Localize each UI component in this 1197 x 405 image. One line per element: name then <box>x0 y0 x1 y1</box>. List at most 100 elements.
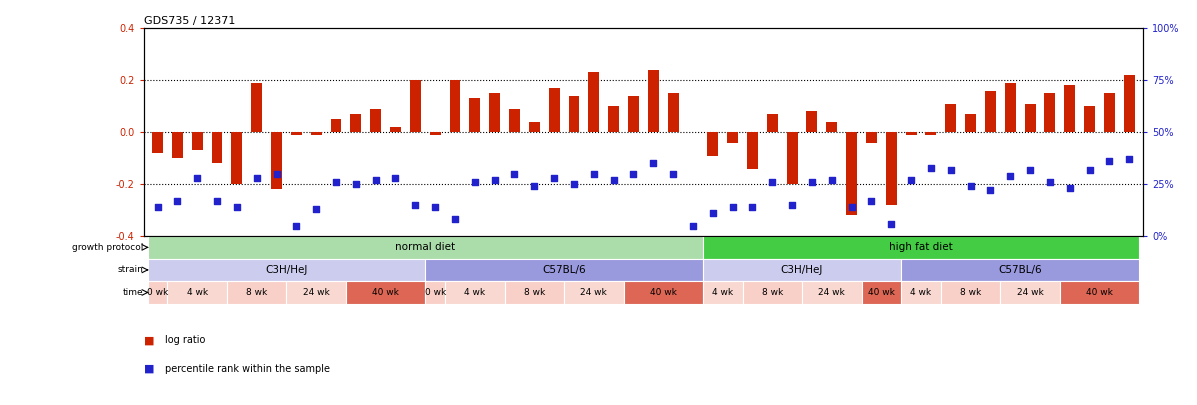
Point <box>584 171 603 177</box>
Text: strain: strain <box>117 265 144 275</box>
Bar <box>311 132 322 135</box>
Point <box>346 181 365 188</box>
Text: 4 wk: 4 wk <box>464 288 486 297</box>
Bar <box>727 132 739 143</box>
Bar <box>231 132 242 184</box>
Bar <box>1084 106 1095 132</box>
Bar <box>1001 281 1059 304</box>
Bar <box>886 132 897 205</box>
Text: C57BL/6: C57BL/6 <box>998 265 1043 275</box>
Point <box>1119 156 1138 162</box>
Point <box>385 175 405 181</box>
Point <box>941 166 960 173</box>
Bar <box>628 96 639 132</box>
Text: 8 wk: 8 wk <box>761 288 783 297</box>
Point <box>604 177 624 183</box>
Point <box>980 187 999 194</box>
Bar <box>1059 281 1140 304</box>
Bar <box>1045 93 1056 132</box>
Bar <box>1064 85 1075 132</box>
Bar <box>152 132 163 153</box>
Point <box>327 179 346 185</box>
Text: C57BL/6: C57BL/6 <box>542 265 585 275</box>
Bar <box>168 281 227 304</box>
Bar <box>505 281 564 304</box>
Point <box>426 204 445 210</box>
Bar <box>1124 75 1135 132</box>
Bar <box>251 83 262 132</box>
Bar <box>747 132 758 168</box>
Point <box>524 183 543 190</box>
Text: C3H/HeJ: C3H/HeJ <box>780 265 824 275</box>
Point <box>1040 179 1059 185</box>
Bar <box>862 281 901 304</box>
Bar <box>865 132 877 143</box>
Text: 0 wk: 0 wk <box>147 288 168 297</box>
Point <box>1001 173 1020 179</box>
Bar <box>946 104 956 132</box>
Point <box>466 179 485 185</box>
Point <box>406 202 425 208</box>
Bar <box>1025 104 1035 132</box>
Text: ■: ■ <box>144 364 154 373</box>
Bar <box>291 132 302 135</box>
Bar <box>608 106 619 132</box>
Point <box>565 181 584 188</box>
Bar <box>425 281 445 304</box>
Bar <box>589 72 600 132</box>
Text: 8 wk: 8 wk <box>247 288 267 297</box>
Bar <box>1004 83 1016 132</box>
Bar <box>425 259 703 281</box>
Bar <box>965 114 976 132</box>
Bar <box>409 80 421 132</box>
Text: 40 wk: 40 wk <box>372 288 399 297</box>
Bar <box>703 281 742 304</box>
Point <box>822 177 841 183</box>
Point <box>901 177 920 183</box>
Text: GDS735 / 12371: GDS735 / 12371 <box>144 16 235 26</box>
Bar <box>445 281 505 304</box>
Point <box>841 204 861 210</box>
Bar <box>767 114 778 132</box>
Point <box>1080 166 1099 173</box>
Point <box>882 220 901 227</box>
Bar <box>370 109 381 132</box>
Text: log ratio: log ratio <box>165 335 206 345</box>
Point <box>743 204 762 210</box>
Bar <box>941 281 1001 304</box>
Bar <box>529 122 540 132</box>
Text: 4 wk: 4 wk <box>187 288 208 297</box>
Bar <box>564 281 624 304</box>
Bar <box>430 132 440 135</box>
Point <box>783 202 802 208</box>
Text: ■: ■ <box>144 335 154 345</box>
Point <box>1061 185 1080 192</box>
Bar <box>227 281 286 304</box>
Text: growth protocol: growth protocol <box>72 243 144 252</box>
Bar <box>192 132 202 150</box>
Point <box>188 175 207 181</box>
Bar <box>548 88 560 132</box>
Point <box>545 175 564 181</box>
Text: 8 wk: 8 wk <box>524 288 545 297</box>
Bar <box>925 132 936 135</box>
Bar <box>901 259 1140 281</box>
Bar <box>330 119 341 132</box>
Bar <box>703 259 901 281</box>
Bar <box>742 281 802 304</box>
Bar <box>286 281 346 304</box>
Bar <box>469 98 480 132</box>
Point <box>1021 166 1040 173</box>
Bar <box>901 281 941 304</box>
Bar <box>490 93 500 132</box>
Bar <box>147 281 168 304</box>
Bar <box>509 109 519 132</box>
Point <box>683 222 703 229</box>
Text: 24 wk: 24 wk <box>1016 288 1044 297</box>
Point <box>306 206 326 212</box>
Bar <box>846 132 857 215</box>
Bar <box>786 132 797 184</box>
Text: 24 wk: 24 wk <box>303 288 329 297</box>
Bar <box>624 281 703 304</box>
Point <box>505 171 524 177</box>
